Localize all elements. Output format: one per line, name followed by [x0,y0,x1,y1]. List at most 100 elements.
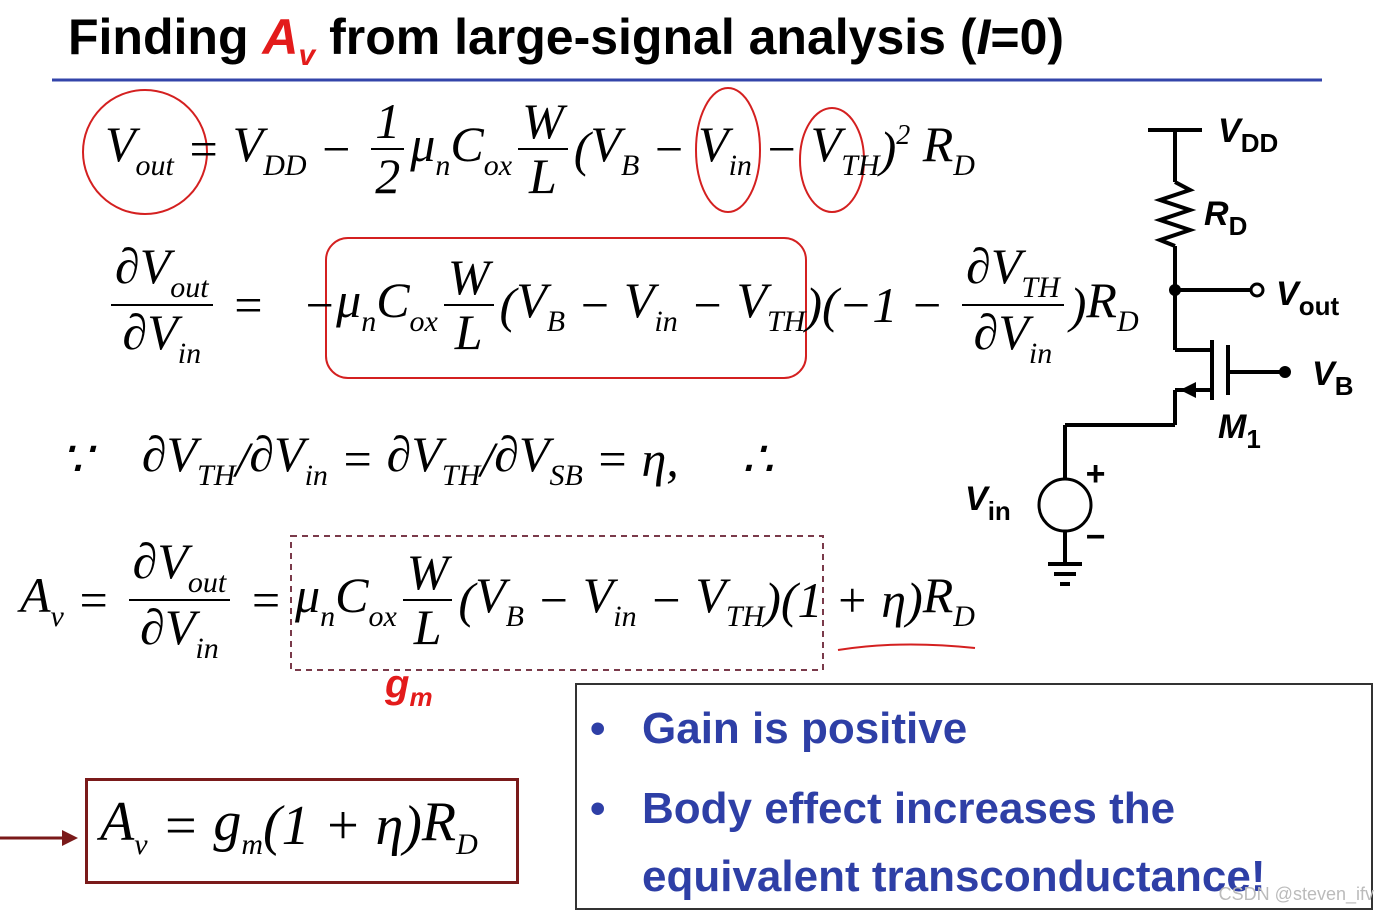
annotation [82,89,208,215]
source-arrow [1180,382,1196,398]
numerator: W [402,546,453,601]
symbol: μn [410,115,450,183]
eq-text: = [236,571,295,628]
annotation [799,107,865,213]
symbol: Av [20,566,64,634]
symbol: )2 [880,120,911,178]
symbol-base: V [590,115,621,172]
circuit-label: − [1085,518,1105,556]
symbol-base: ∂V [494,426,550,482]
subscript: n [320,599,336,633]
circuit-label: Vin [965,480,1011,526]
symbol: ∂Vout [132,533,227,599]
symbol: VTH [736,271,805,339]
symbol-sub: v [298,39,316,72]
eq-text: = [63,571,123,628]
node-dot [1279,366,1291,378]
subscript: in [177,336,202,370]
bullet-list: • Gain is positive • Body effect increases… [590,695,1360,923]
label-sub: 1 [1246,424,1260,454]
subscript: D [1116,304,1139,338]
symbol-base: R [910,115,954,172]
subscript: v [50,599,64,633]
symbol-base: A [100,791,135,853]
annotation [325,237,807,379]
symbol: ∂Vout [115,238,209,304]
eq-text: L [454,303,483,360]
subscript: out [135,148,174,182]
symbol-base: C [376,271,410,328]
circuit-label: M1 [1218,408,1261,454]
title-text: Finding [68,9,263,65]
symbol-base: ∂V [115,238,171,294]
eq-text: ) [1069,276,1087,333]
symbol: VDD [233,115,307,183]
symbol: ∂VTH [966,238,1060,304]
subscript: TH [725,599,765,633]
equation: ∂Vout ∂Vin = − μn Cox W L(VB − Vin − VTH)(−1 … [105,240,1139,369]
bullet: • Body effect increases the equivalent tr… [590,775,1360,911]
gm-sub: m [409,682,433,712]
bullet-text: Gain is positive [642,704,968,753]
subscript: m [241,828,264,861]
label-base: V [1312,355,1338,393]
symbol: Cox [335,566,397,634]
symbol-base: V [695,566,726,623]
label-sub: B [1335,371,1354,401]
subscript: TH [441,459,481,492]
eq-text: = − [218,276,337,333]
denominator: L [410,600,446,654]
numerator: W [443,251,494,306]
symbol: Cox [450,115,512,183]
symbol-base: V [736,271,767,328]
symbol: VB [516,271,565,339]
eq-text: = [327,431,387,487]
symbol: Cox [376,271,438,339]
circuit-label: VB [1312,355,1353,401]
numerator: 1 [371,93,405,150]
symbol-base: ∂V [132,533,188,589]
fraction: ∂Vout ∂Vin [111,240,213,369]
eq-text: − [751,120,811,177]
eq-text: ( [499,276,517,333]
title-symbol: Av [262,9,315,72]
eq-text: (1 + η) [263,795,422,857]
eq-text: − [639,120,699,177]
symbol-base: ∂V [141,426,198,482]
eq-text: L [529,147,557,204]
symbol-base: μ [336,271,362,328]
symbol: ∂VTH [387,425,481,493]
symbol: ∂Vin [123,304,202,369]
symbol: ∂Vin [249,425,328,493]
subscript: n [435,148,451,182]
symbol-base: A [20,566,51,623]
symbol-base: V [623,271,655,328]
numerator: ∂Vout [111,240,213,306]
subscript: B [505,599,524,633]
subscript: in [304,459,328,492]
label-base: R [1204,195,1229,233]
symbol: Vin [583,566,637,634]
bullet: • Gain is positive [590,695,1360,763]
subscript: B [620,148,640,182]
symbol: ∂VSB [494,425,583,493]
equation: ∵ ∂VTH / ∂Vin = ∂VTH / ∂VSB = η, ∴ [60,425,773,493]
symbol-base: V [516,271,547,328]
symbol: RD [910,115,975,183]
fraction: ∂Vout ∂Vin [128,533,231,664]
node-dot [1169,284,1181,296]
slide-title: Finding Av from large-signal analysis (I… [68,8,1064,73]
symbol: Vin [698,115,752,183]
label-base: V [965,480,991,518]
eq-text: 1 [375,93,401,149]
subscript: TH [841,148,880,182]
subscript: in [728,148,752,182]
equation: Av = ∂Vout ∂Vin = μn Cox W L(VB − Vin − VTH)… [20,535,975,664]
circuit-label: Vout [1276,275,1339,321]
eq-text: / [235,431,250,487]
eq-text: = η, ∴ [582,431,774,487]
eq-text: = [173,120,233,177]
